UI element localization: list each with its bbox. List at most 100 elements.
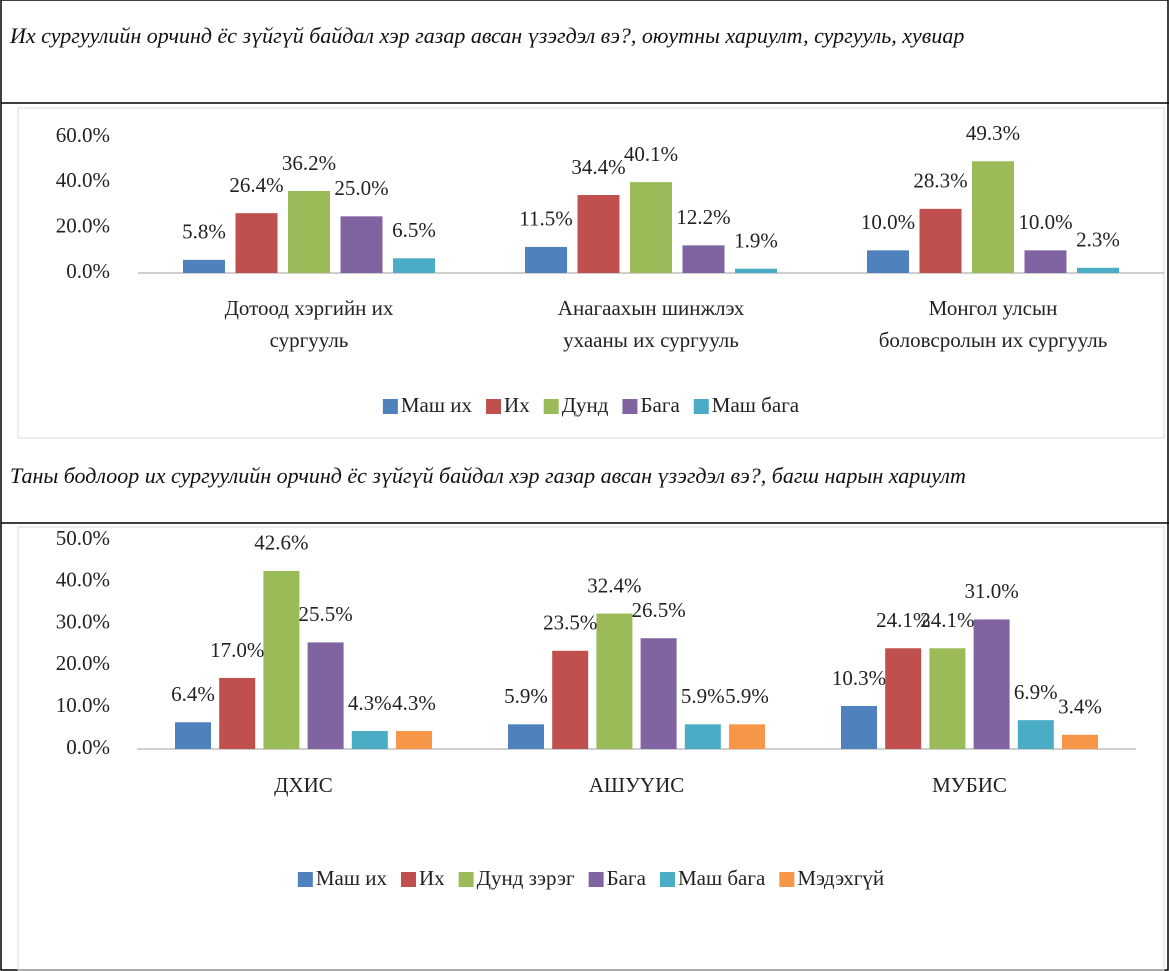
legend-swatch — [400, 872, 416, 887]
legend: Маш их Их Дунд Бага Маш бага — [382, 393, 800, 417]
bar — [841, 705, 877, 749]
data-label: 28.3% — [913, 169, 967, 193]
data-label: 25.0% — [334, 176, 388, 200]
x-tick-label: АШУҮИС — [589, 773, 685, 797]
legend-label: Бага — [640, 393, 680, 417]
data-label: 1.9% — [734, 229, 778, 253]
legend-label: Бага — [607, 866, 647, 890]
data-label: 36.2% — [282, 151, 336, 175]
y-tick-label: 10.0% — [56, 693, 110, 717]
data-label: 6.4% — [171, 682, 215, 706]
bar — [525, 246, 567, 273]
legend-swatch — [659, 872, 675, 887]
legend-label: Мэдэхгүй — [797, 866, 884, 890]
bar — [684, 724, 721, 749]
data-label: 26.4% — [229, 173, 283, 197]
data-label: 10.0% — [861, 210, 915, 234]
bar — [340, 216, 383, 273]
legend-label: Маш бага — [712, 393, 800, 417]
bar — [235, 213, 278, 273]
bar — [396, 731, 432, 749]
data-label: 4.3% — [348, 691, 392, 715]
bar — [175, 722, 211, 749]
data-label: 24.1% — [876, 608, 930, 632]
legend-swatch — [486, 399, 502, 414]
legend-label: Дунд — [562, 393, 609, 417]
legend-swatch — [382, 399, 398, 414]
data-label: 11.5% — [519, 207, 572, 231]
caption: Их сургуулийн орчинд ёс зүйгүй байдал хэ… — [10, 23, 965, 48]
bar — [735, 268, 777, 273]
bar — [1062, 734, 1098, 749]
data-label: 10.3% — [832, 666, 886, 690]
y-tick-label: 40.0% — [56, 568, 110, 592]
y-tick-label: 20.0% — [56, 651, 110, 675]
bar — [183, 259, 225, 273]
bar — [1017, 720, 1054, 749]
data-label: 5.9% — [681, 684, 725, 708]
data-label: 5.9% — [504, 684, 548, 708]
data-label: 10.0% — [1018, 210, 1072, 234]
data-label: 2.3% — [1076, 228, 1120, 252]
data-label: 6.5% — [392, 218, 436, 242]
bar — [351, 731, 388, 749]
data-label: 34.4% — [571, 155, 625, 179]
bar — [219, 677, 256, 749]
legend-label: Дунд зэрэг — [477, 866, 575, 890]
data-label: 5.9% — [725, 684, 769, 708]
bar — [973, 619, 1010, 749]
legend-label: Маш их — [316, 866, 388, 890]
bar — [630, 182, 672, 273]
legend-swatch — [588, 872, 604, 887]
y-tick-label: 40.0% — [56, 168, 110, 192]
bar — [508, 724, 544, 749]
data-label: 26.5% — [631, 598, 685, 622]
data-label: 17.0% — [210, 638, 264, 662]
chart-box — [17, 526, 1165, 971]
x-tick-label: Монгол улсын боловсролын их сургууль — [879, 296, 1108, 352]
data-label: 40.1% — [624, 142, 678, 166]
bar — [867, 250, 909, 273]
legend-swatch — [693, 399, 709, 414]
data-label: 3.4% — [1058, 695, 1102, 719]
bar — [919, 208, 962, 273]
data-label: 49.3% — [966, 121, 1020, 145]
x-tick-label: Анагаахын шинжлэх ухааны их сургууль — [558, 296, 745, 352]
data-label: 6.9% — [1014, 680, 1058, 704]
bar — [307, 642, 344, 749]
data-label: 25.5% — [298, 602, 352, 626]
legend-swatch — [622, 399, 638, 414]
data-label: 42.6% — [254, 531, 308, 555]
bar — [929, 648, 966, 749]
data-label: 5.8% — [182, 220, 226, 244]
data-label: 4.3% — [392, 691, 436, 715]
bar — [393, 258, 435, 273]
bar — [596, 613, 633, 749]
bar — [729, 724, 765, 749]
data-label: 32.4% — [587, 573, 641, 597]
y-tick-label: 0.0% — [66, 259, 110, 283]
bar — [885, 648, 922, 749]
y-tick-label: 60.0% — [56, 123, 110, 147]
bar — [288, 190, 330, 273]
legend-label: Маш их — [401, 393, 473, 417]
bar — [1077, 267, 1119, 273]
y-tick-label: 50.0% — [56, 526, 110, 550]
bar — [577, 195, 620, 273]
bar — [972, 161, 1014, 273]
legend-swatch — [297, 872, 313, 887]
x-tick-label: ДХИС — [274, 773, 333, 797]
legend-label: Их — [419, 866, 445, 890]
bar — [1024, 250, 1067, 273]
legend-swatch — [458, 872, 474, 887]
x-tick-label: МУБИС — [932, 773, 1007, 797]
data-label: 24.1% — [920, 608, 974, 632]
legend: Маш их Их Дунд зэрэг Бага Маш бага Мэдэхгүй — [297, 866, 884, 890]
data-label: 31.0% — [964, 579, 1018, 603]
data-label: 12.2% — [676, 205, 730, 229]
bar — [552, 650, 589, 749]
legend-label: Маш бага — [678, 866, 766, 890]
data-label: 23.5% — [543, 611, 597, 635]
y-tick-label: 30.0% — [56, 609, 110, 633]
